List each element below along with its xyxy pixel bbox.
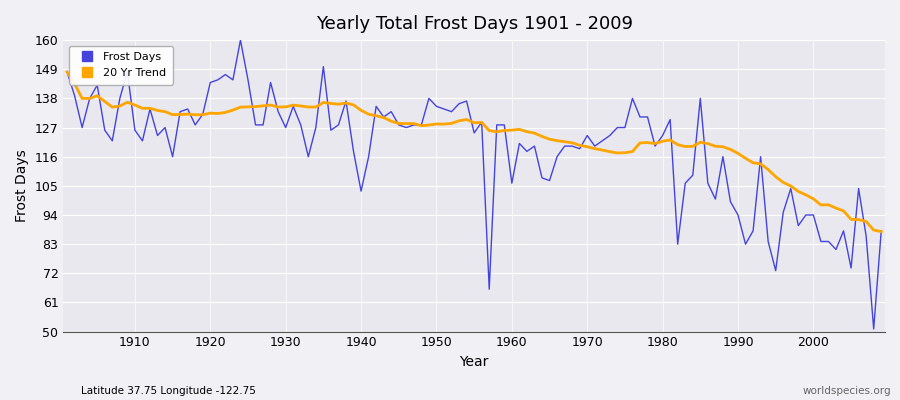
- Text: worldspecies.org: worldspecies.org: [803, 386, 891, 396]
- Title: Yearly Total Frost Days 1901 - 2009: Yearly Total Frost Days 1901 - 2009: [316, 15, 633, 33]
- Legend: Frost Days, 20 Yr Trend: Frost Days, 20 Yr Trend: [68, 46, 173, 84]
- X-axis label: Year: Year: [460, 355, 489, 369]
- Text: Latitude 37.75 Longitude -122.75: Latitude 37.75 Longitude -122.75: [81, 386, 256, 396]
- Y-axis label: Frost Days: Frost Days: [15, 150, 29, 222]
